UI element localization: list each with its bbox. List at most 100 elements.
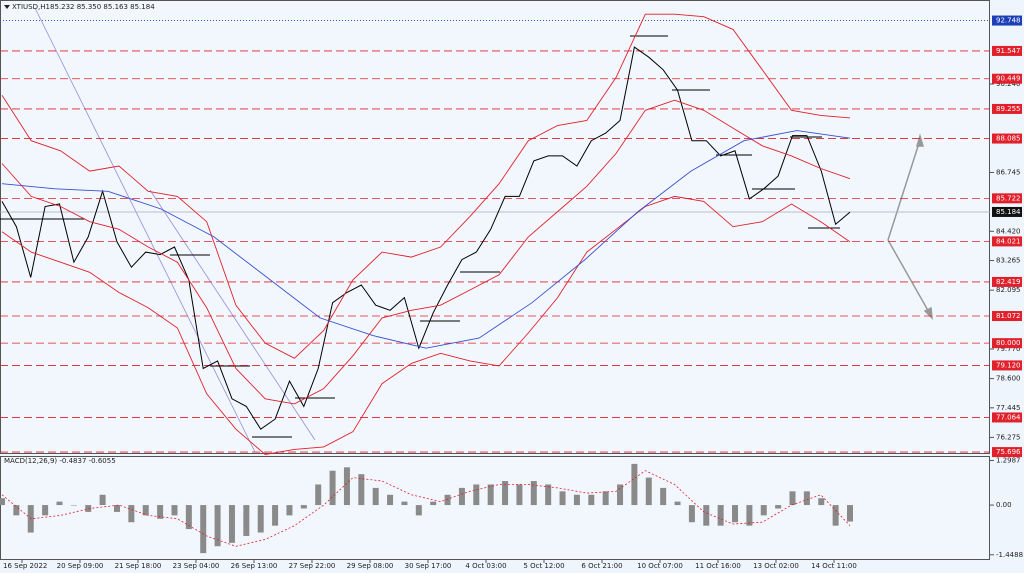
x-tick-label: 14 Oct 11:00 xyxy=(811,562,857,570)
macd-bar xyxy=(847,505,853,522)
price-panel xyxy=(0,0,990,454)
macd-bar xyxy=(171,505,178,516)
level-label: 77.064 xyxy=(996,413,1021,421)
macd-bar xyxy=(387,494,394,506)
macd-y-tick-label: 1.2987 xyxy=(996,456,1021,464)
level-label-bg xyxy=(992,73,1022,84)
macd-bar xyxy=(487,484,494,506)
macd-bar xyxy=(645,477,652,506)
y-tick-label: 77.445 xyxy=(996,404,1021,412)
macd-title: MACD(12,26,9) -0.4837 -0.6055 xyxy=(4,457,116,465)
macd-bar xyxy=(516,484,523,506)
macd-bar xyxy=(243,505,250,536)
macd-bar xyxy=(803,491,810,506)
level-label: 85.722 xyxy=(996,194,1021,202)
menu-icon[interactable] xyxy=(4,5,10,9)
x-tick-label: 5 Oct 12:00 xyxy=(523,562,564,570)
macd-bar xyxy=(444,494,451,506)
macd-bar xyxy=(674,501,681,506)
macd-bar xyxy=(502,481,509,506)
macd-bar xyxy=(70,505,77,506)
x-tick-label: 29 Sep 08:00 xyxy=(347,562,394,570)
level-label: 91.547 xyxy=(996,47,1021,55)
indicator-line xyxy=(1,99,851,405)
y-tick-label: 82.095 xyxy=(996,286,1021,294)
macd-bar xyxy=(272,505,279,526)
level-label-bg xyxy=(992,338,1022,349)
x-tick-label: 23 Sep 04:00 xyxy=(173,562,220,570)
macd-bar xyxy=(617,484,624,506)
macd-bar xyxy=(286,505,293,516)
macd-bar xyxy=(200,505,207,554)
macd-bar xyxy=(818,498,825,506)
x-tick-label: 27 Sep 22:00 xyxy=(289,562,336,570)
macd-bar xyxy=(573,494,580,506)
level-label: 75.696 xyxy=(996,448,1021,456)
x-tick-label: 26 Sep 13:00 xyxy=(231,562,278,570)
macd-bar xyxy=(631,463,638,506)
high-label: 92.748 xyxy=(996,17,1021,25)
trend-line xyxy=(149,189,316,441)
macd-y-tick-label: 0.00 xyxy=(996,501,1012,509)
x-tick-label: 6 Oct 21:00 xyxy=(581,562,622,570)
x-tick-label: 21 Sep 18:00 xyxy=(115,562,162,570)
macd-bar xyxy=(13,505,20,516)
level-label: 80.000 xyxy=(996,339,1021,347)
quote: 85.232 85.350 85.163 85.184 xyxy=(50,3,155,11)
level-label-bg xyxy=(992,236,1022,247)
macd-bar xyxy=(372,487,379,506)
level-label: 88.085 xyxy=(996,135,1021,143)
indicator-line xyxy=(1,195,851,455)
macd-bar xyxy=(42,505,49,516)
macd-bar xyxy=(300,505,307,509)
high-label-bg xyxy=(992,15,1022,26)
level-label: 82.419 xyxy=(996,278,1021,286)
x-tick-label: 13 Oct 02:00 xyxy=(753,562,799,570)
macd-bar xyxy=(329,470,336,506)
macd-bar xyxy=(760,505,767,516)
x-tick-label: 16 Sep 2022 xyxy=(3,562,47,570)
x-tick-label: 10 Oct 07:00 xyxy=(637,562,683,570)
macd-bar xyxy=(660,487,667,506)
price-line xyxy=(1,46,851,430)
macd-bar xyxy=(775,505,782,509)
macd-bar xyxy=(358,474,365,506)
macd-bar xyxy=(415,505,422,516)
macd-bar xyxy=(602,491,609,506)
level-label: 84.021 xyxy=(996,237,1021,245)
x-tick-label: 4 Oct 03:00 xyxy=(465,562,506,570)
macd-bar xyxy=(128,505,135,523)
macd-bar xyxy=(430,501,437,506)
macd-bar xyxy=(142,505,149,516)
macd-bar xyxy=(473,484,480,506)
level-label: 90.449 xyxy=(996,75,1021,83)
x-tick-label: 20 Sep 09:00 xyxy=(57,562,104,570)
macd-bar xyxy=(315,484,322,506)
level-label-bg xyxy=(992,360,1022,371)
macd-bar xyxy=(458,487,465,506)
level-label-bg xyxy=(992,311,1022,322)
y-tick-label: 76.275 xyxy=(996,433,1021,441)
level-label: 79.120 xyxy=(996,361,1021,369)
macd-bar xyxy=(688,505,695,523)
macd-signal xyxy=(1,470,851,547)
macd-bar xyxy=(99,494,106,506)
x-tick-label: 30 Sep 17:00 xyxy=(405,562,452,570)
level-label-bg xyxy=(992,276,1022,287)
indicator-line xyxy=(1,13,851,359)
macd-bar xyxy=(401,501,408,506)
last-price-bg xyxy=(992,206,1022,217)
macd-y-tick-label: -1.4488 xyxy=(996,551,1023,559)
macd-bar xyxy=(746,505,753,526)
last-price-label: 85.184 xyxy=(996,208,1021,216)
macd-bar xyxy=(343,467,350,506)
level-label-bg xyxy=(992,133,1022,144)
macd-bar xyxy=(588,494,595,506)
level-label-bg xyxy=(992,103,1022,114)
macd-bar xyxy=(717,505,724,526)
macd-bar xyxy=(0,498,5,506)
macd-bar xyxy=(559,491,566,506)
macd-bar xyxy=(157,505,164,519)
y-tick-label: 84.420 xyxy=(996,227,1021,235)
